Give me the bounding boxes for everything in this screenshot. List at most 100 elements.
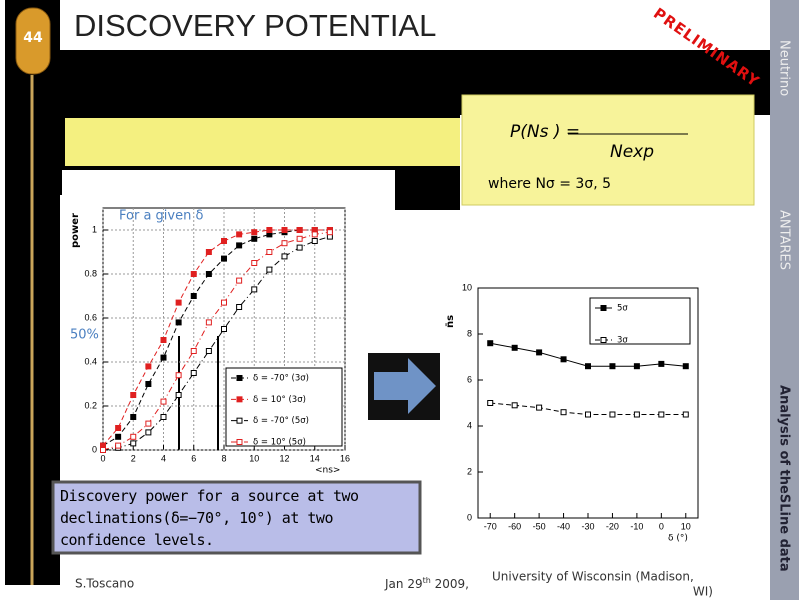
y-tick-label: 0.8 <box>84 268 97 278</box>
x-tick-label: 2 <box>131 453 136 463</box>
y-tick-label: 0 <box>92 444 97 454</box>
legend-marker <box>236 396 243 403</box>
data-point <box>281 253 288 260</box>
data-point <box>236 277 243 284</box>
data-point <box>658 411 665 418</box>
x-tick-label: 0 <box>100 453 105 463</box>
data-point <box>487 340 494 347</box>
data-point <box>296 235 303 242</box>
legend-marker <box>600 305 607 311</box>
data-point <box>130 440 137 447</box>
big-arrow <box>374 358 436 414</box>
yellow-strip <box>65 118 460 166</box>
series-line <box>102 229 330 446</box>
formula-lhs: P(Ns ) = <box>510 122 580 142</box>
x-tick-label: 8 <box>221 453 226 463</box>
sidebar-text: Neutrino <box>777 40 792 96</box>
y-tick-label: 0 <box>467 512 472 522</box>
data-point <box>251 235 258 242</box>
level-label: 50% <box>70 328 99 343</box>
data-point <box>205 271 212 277</box>
data-point <box>236 242 243 249</box>
data-point <box>585 411 591 418</box>
date-part: 2009, <box>431 577 469 591</box>
data-point <box>160 337 167 343</box>
footer-venue: University of Wisconsin (Madison, <box>492 570 694 584</box>
data-point <box>633 411 640 418</box>
legend <box>589 297 691 345</box>
data-point <box>311 231 318 238</box>
x-tick-label: -30 <box>581 521 594 531</box>
data-point <box>311 238 318 244</box>
x-tick-label: -70 <box>484 521 497 531</box>
x-tick-label: 16 <box>340 453 350 463</box>
data-point <box>266 266 273 273</box>
x-tick-label: 4 <box>161 453 166 463</box>
data-point <box>130 414 137 420</box>
y-tick-label: 0.4 <box>84 356 97 366</box>
y-tick-label: 0.2 <box>84 400 97 410</box>
data-point <box>251 229 258 236</box>
caption: Discovery power for a source at two decl… <box>60 487 359 549</box>
x-axis-label: <ns> <box>315 466 340 476</box>
y-axis-label: n̄s <box>445 315 456 328</box>
data-point <box>221 238 227 244</box>
data-point <box>658 360 665 367</box>
data-point <box>160 414 167 420</box>
data-point <box>190 348 197 354</box>
series-line <box>102 231 330 451</box>
data-point <box>221 299 227 306</box>
data-point <box>236 231 243 238</box>
formula-denominator: Nexp <box>610 142 654 162</box>
y-tick-label: 8 <box>467 328 472 338</box>
data-point <box>251 286 258 293</box>
data-point <box>281 227 288 233</box>
data-point <box>326 229 333 236</box>
y-axis-label: power <box>70 213 81 248</box>
data-point <box>609 411 616 418</box>
data-point <box>633 363 640 370</box>
sidebar-text: ANTARES <box>777 210 792 270</box>
title: DISCOVERY POTENTIAL <box>74 8 436 43</box>
footer-author: S.Toscano <box>75 577 134 591</box>
y-tick-label: 6 <box>467 374 472 384</box>
data-point <box>511 344 518 351</box>
data-point <box>281 240 288 247</box>
date-part: th <box>423 576 431 585</box>
legend-label: δ = -70° (5σ) <box>253 416 309 426</box>
data-point <box>682 363 689 370</box>
data-point <box>115 433 122 440</box>
footer-venue: WI) <box>693 585 713 599</box>
formula-box <box>461 94 755 206</box>
data-point <box>236 304 243 310</box>
footer-date: Jan 29th 2009, <box>384 576 469 591</box>
data-point <box>585 363 591 370</box>
x-tick-label: 10 <box>249 453 259 463</box>
data-point <box>130 433 137 440</box>
legend-label: δ = 10° (3σ) <box>253 395 306 405</box>
legend-label: δ = -70° (3σ) <box>253 374 309 384</box>
data-point <box>205 348 212 354</box>
right-sidebar <box>770 0 799 600</box>
data-point <box>130 392 137 398</box>
data-point <box>190 370 197 376</box>
data-point <box>251 260 258 266</box>
legend-label: δ = 10° (5σ) <box>253 438 306 448</box>
data-point <box>190 293 197 299</box>
data-point <box>175 392 182 398</box>
data-point <box>160 354 167 361</box>
data-point <box>175 372 182 379</box>
series-line <box>490 342 686 367</box>
data-point <box>682 411 689 418</box>
formula-note: where Nσ = 3σ, 5 <box>488 176 611 192</box>
x-tick-label: 14 <box>310 453 320 463</box>
legend-marker <box>236 375 243 381</box>
legend-marker <box>236 439 243 445</box>
data-point <box>115 425 122 431</box>
y-tick-label: 10 <box>462 282 472 292</box>
caption-box <box>51 480 422 555</box>
data-point <box>145 420 152 427</box>
data-point <box>560 409 567 416</box>
